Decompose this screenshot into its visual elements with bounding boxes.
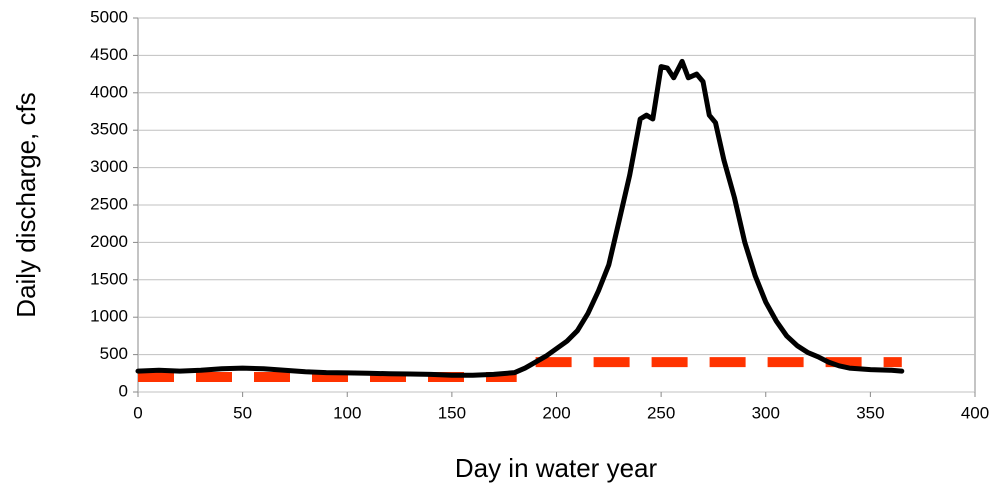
- x-tick-label: 200: [542, 403, 570, 422]
- y-tick-label: 2500: [90, 194, 128, 213]
- x-tick-label: 400: [961, 403, 989, 422]
- y-tick-label: 0: [119, 381, 128, 400]
- x-tick-label: 300: [752, 403, 780, 422]
- x-tick-label: 250: [647, 403, 675, 422]
- x-axis-title: Day in water year: [455, 453, 658, 483]
- y-tick-label: 500: [100, 344, 128, 363]
- y-tick-label: 2000: [90, 232, 128, 251]
- x-tick-label: 150: [438, 403, 466, 422]
- series-line: [135, 58, 905, 378]
- y-tick-label: 3000: [90, 157, 128, 176]
- x-tick-label: 0: [133, 403, 142, 422]
- x-tick-label: 100: [333, 403, 361, 422]
- x-tick-label: 50: [233, 403, 252, 422]
- y-tick-label: 1000: [90, 307, 128, 326]
- y-tick-label: 4500: [90, 45, 128, 64]
- y-tick-label: 3500: [90, 120, 128, 139]
- y-tick-label: 5000: [90, 7, 128, 26]
- y-axis-title: Daily discharge, cfs: [11, 92, 41, 317]
- y-tick-label: 4000: [90, 82, 128, 101]
- x-tick-label: 350: [856, 403, 884, 422]
- y-tick-label: 1500: [90, 269, 128, 288]
